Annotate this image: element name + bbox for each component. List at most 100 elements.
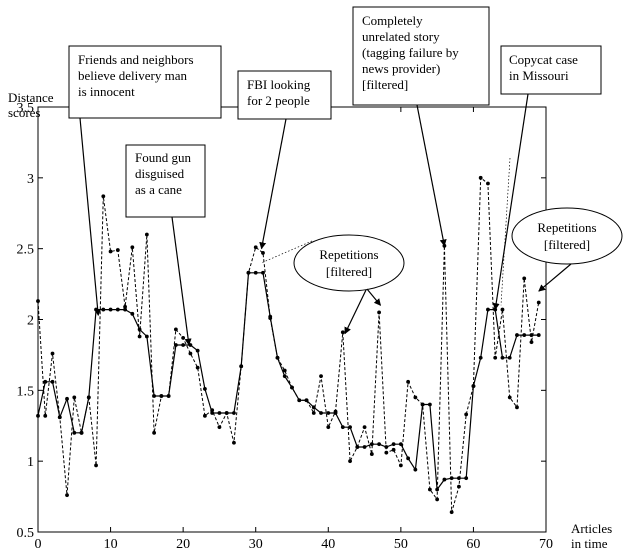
data-point — [79, 430, 84, 435]
data-point — [36, 413, 40, 418]
data-point — [427, 487, 432, 492]
annotation-text: in Missouri — [509, 68, 569, 83]
data-point — [500, 355, 505, 360]
data-point — [398, 463, 403, 468]
data-point — [326, 425, 331, 430]
data-point — [57, 415, 62, 420]
data-point — [72, 430, 77, 435]
data-point — [261, 270, 265, 275]
data-point — [50, 379, 55, 384]
data-point — [391, 442, 396, 447]
annotation-box — [352, 6, 490, 106]
data-point — [275, 355, 280, 360]
y-tick-label: 0.5 — [17, 526, 35, 541]
data-point — [195, 365, 200, 370]
data-point — [442, 477, 447, 482]
data-point — [355, 445, 360, 449]
data-point — [159, 394, 164, 398]
annotation-text: Repetitions — [537, 220, 596, 235]
x-tick-label: 50 — [394, 537, 408, 552]
data-point — [369, 442, 374, 447]
data-point — [507, 395, 512, 400]
data-point — [478, 175, 483, 180]
annotation-arrow — [538, 263, 572, 292]
data-point — [144, 334, 149, 339]
data-point — [137, 327, 142, 332]
data-point — [413, 467, 418, 472]
data-point — [507, 355, 512, 360]
data-point — [108, 249, 113, 254]
data-point — [471, 384, 476, 388]
data-point — [464, 476, 469, 481]
data-point — [239, 364, 244, 369]
data-point — [144, 232, 149, 237]
annotation-box — [500, 45, 602, 95]
annotation-arrow — [344, 289, 367, 335]
data-point — [384, 450, 389, 455]
data-point — [348, 425, 352, 430]
data-point — [43, 379, 48, 384]
series-line-solid — [37, 272, 539, 492]
data-point — [130, 245, 135, 250]
data-point — [65, 493, 69, 498]
x-axis-label-line1: Articles — [571, 521, 612, 536]
annotation-text: [filtered] — [362, 77, 408, 92]
annotation-text: disguised — [135, 166, 185, 181]
data-point — [123, 304, 127, 309]
data-point — [529, 340, 534, 345]
data-point — [464, 412, 469, 417]
data-point — [217, 411, 222, 415]
data-point — [166, 394, 171, 398]
data-point — [319, 411, 323, 415]
data-point — [304, 398, 309, 403]
data-point — [435, 497, 440, 502]
data-point — [253, 270, 258, 275]
annotation-text: believe delivery man — [78, 68, 188, 83]
data-point — [36, 299, 40, 303]
data-point — [232, 440, 236, 445]
data-point — [195, 348, 200, 353]
data-point — [282, 368, 287, 373]
x-tick-label: 0 — [35, 537, 42, 552]
data-point — [115, 307, 120, 312]
data-point — [377, 442, 381, 447]
data-point — [65, 396, 69, 401]
data-point — [203, 413, 207, 418]
annotation-text: Copycat case — [509, 52, 578, 67]
data-point — [137, 334, 142, 339]
annotation-box — [237, 70, 332, 120]
data-point — [435, 487, 440, 492]
annotation-arrow — [259, 118, 287, 250]
annotation-arrow — [171, 216, 192, 346]
data-point — [449, 510, 454, 515]
data-point — [101, 307, 106, 312]
annotation-text: (tagging failure by — [362, 45, 459, 60]
data-point — [515, 333, 519, 337]
data-point — [427, 402, 432, 407]
data-point — [486, 307, 490, 312]
data-point — [348, 459, 352, 464]
x-tick-label: 10 — [104, 537, 118, 552]
y-tick-label: 2 — [27, 314, 34, 329]
annotation-text: as a cane — [135, 182, 182, 197]
y-tick-label: 1.5 — [17, 384, 35, 399]
y-axis-label-line2: scores — [8, 105, 41, 120]
annotation-pointer-dotted — [261, 240, 313, 264]
annotation-text: news provider) — [362, 61, 440, 76]
data-point — [493, 355, 498, 360]
data-point — [101, 194, 106, 199]
data-point — [377, 310, 381, 315]
data-point — [457, 476, 461, 481]
annotation-text: for 2 people — [247, 93, 310, 108]
data-point — [340, 425, 345, 430]
data-point — [253, 245, 258, 250]
data-point — [130, 311, 135, 316]
x-tick-label: 30 — [249, 537, 263, 552]
annotation-text: FBI looking — [247, 77, 311, 92]
data-point — [181, 343, 186, 347]
data-point — [43, 413, 48, 418]
y-tick-label: 3.5 — [17, 101, 35, 116]
data-point — [384, 445, 389, 449]
